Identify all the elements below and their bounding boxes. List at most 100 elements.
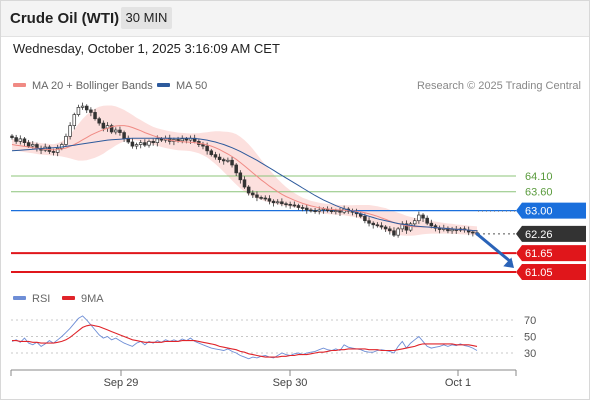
instrument-title: Crude Oil (WTI)	[10, 10, 120, 27]
rsi-tick-50: 50	[524, 332, 536, 344]
level-tag-62-26	[516, 225, 586, 242]
candle	[379, 225, 384, 228]
candle	[134, 144, 139, 147]
ma50-line	[11, 137, 478, 232]
legend-9ma: 9MA	[62, 293, 104, 305]
candle	[205, 145, 209, 152]
level-tag-63-00	[516, 202, 586, 219]
candle	[109, 125, 114, 133]
candle	[159, 138, 164, 141]
candle	[363, 215, 367, 222]
candle	[371, 222, 375, 226]
candle	[280, 201, 284, 205]
candle	[176, 139, 180, 142]
rsi-series-rsi	[11, 315, 478, 360]
candle	[10, 135, 14, 138]
candle	[251, 192, 255, 196]
candle	[396, 228, 400, 236]
candle	[259, 197, 263, 199]
bollinger-band	[12, 105, 477, 236]
legend-rsi: RSI	[13, 293, 50, 305]
forecast-arrow-head	[503, 257, 514, 268]
forecast-arrow-shaft	[475, 232, 513, 264]
x-tick-label: Oct 1	[445, 377, 471, 389]
ma20-swatch	[13, 83, 26, 88]
candle	[155, 138, 160, 143]
candle	[18, 138, 23, 142]
candle	[421, 214, 425, 219]
candle	[255, 194, 259, 198]
candle	[234, 164, 238, 174]
rsi-series-9ma	[12, 324, 478, 358]
candle	[334, 210, 338, 212]
candle	[31, 144, 35, 147]
level-label-64-10: 64.10	[525, 171, 553, 183]
candle	[313, 210, 317, 212]
candle	[143, 142, 147, 146]
candle	[383, 226, 388, 230]
chart-header: Crude Oil (WTI) 30 MIN	[0, 0, 590, 37]
candle	[388, 228, 392, 232]
candle	[14, 137, 18, 142]
candle	[275, 201, 280, 204]
candle	[22, 138, 27, 143]
candle	[238, 172, 243, 181]
candle	[76, 107, 81, 115]
level-tag-text-61-65: 61.65	[525, 248, 553, 260]
candle	[246, 186, 251, 194]
legend-ma20-label: MA 20 + Bollinger Bands	[32, 80, 153, 92]
candle	[184, 138, 189, 141]
x-tick-label: Sep 30	[273, 377, 308, 389]
candle	[271, 200, 276, 204]
legend-ma50-label: MA 50	[176, 80, 208, 92]
level-tag-text-61-05: 61.05	[525, 267, 553, 279]
candle	[68, 125, 72, 137]
candle	[284, 203, 288, 206]
candle	[450, 229, 454, 232]
candle	[101, 122, 106, 129]
candle	[180, 138, 184, 142]
timeframe-button[interactable]: 30 MIN	[121, 7, 172, 29]
candle	[392, 230, 396, 236]
candle	[429, 222, 434, 227]
candle	[151, 141, 155, 143]
candle	[213, 154, 218, 158]
legend-9ma-label: 9MA	[81, 293, 104, 305]
candle	[201, 144, 205, 147]
candle	[288, 203, 292, 206]
ma50-swatch	[157, 83, 170, 88]
rsi-tick-30: 30	[524, 348, 536, 360]
candle	[404, 223, 409, 231]
candle	[242, 179, 247, 188]
ma9-swatch	[62, 296, 75, 301]
candle	[230, 159, 234, 166]
level-tag-text-62-26: 62.26	[525, 229, 553, 241]
candle	[412, 220, 417, 225]
candle	[309, 209, 313, 212]
candle	[209, 150, 214, 155]
candle	[317, 209, 321, 212]
candle	[130, 141, 135, 147]
candle	[226, 159, 230, 162]
candle	[55, 147, 60, 153]
x-tick-label: Sep 29	[104, 377, 139, 389]
candle	[375, 224, 380, 227]
candle	[26, 142, 31, 147]
candle	[296, 205, 301, 208]
candle	[147, 141, 151, 146]
candle	[72, 114, 77, 126]
candle	[321, 208, 326, 211]
candle	[217, 156, 222, 160]
candle	[417, 214, 421, 222]
level-tag-61-65	[516, 245, 586, 262]
candle	[292, 204, 297, 207]
candle	[305, 207, 309, 211]
candle	[93, 112, 97, 120]
legend-rsi-label: RSI	[32, 293, 51, 305]
level-tag-61-05	[516, 264, 586, 280]
candle	[267, 198, 272, 202]
level-label-63-60: 63.60	[525, 187, 553, 199]
candle	[471, 231, 475, 234]
candle	[338, 210, 342, 213]
